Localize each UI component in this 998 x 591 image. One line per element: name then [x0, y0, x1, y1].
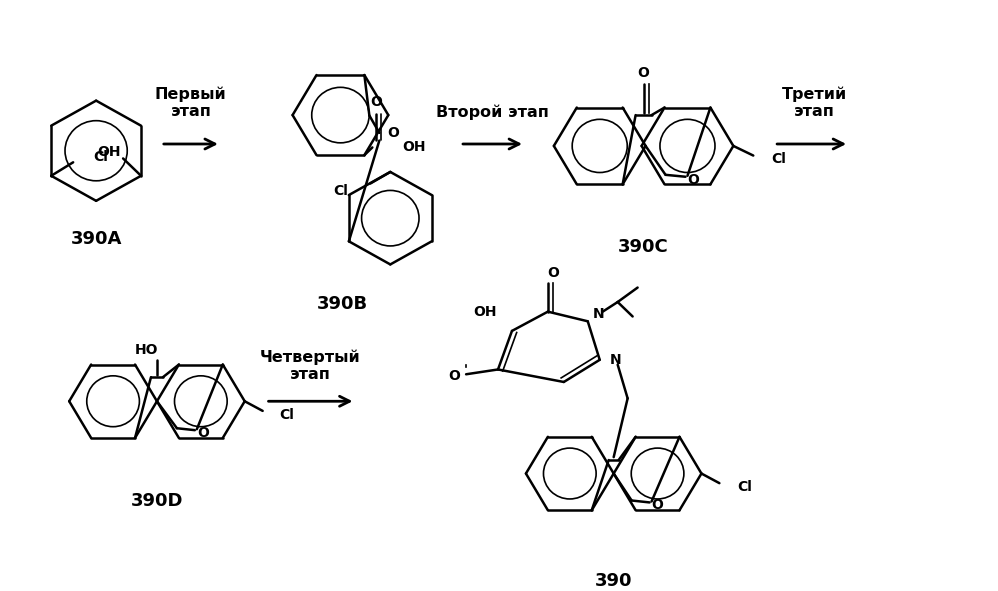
Text: O: O [448, 369, 460, 383]
Text: O: O [688, 173, 700, 187]
Text: Cl: Cl [738, 480, 752, 494]
Text: HO: HO [136, 343, 159, 357]
Text: N: N [593, 307, 605, 320]
Text: 390C: 390C [618, 238, 669, 256]
Text: OH: OH [402, 141, 426, 154]
Text: 390: 390 [595, 572, 633, 590]
Text: OH: OH [98, 145, 121, 159]
Text: Cl: Cl [93, 150, 108, 164]
Text: N: N [610, 353, 622, 367]
Text: O: O [387, 126, 399, 140]
Text: Cl: Cl [333, 184, 348, 198]
Text: O: O [652, 498, 664, 512]
Text: Третий
этап: Третий этап [781, 86, 846, 119]
Text: O: O [197, 426, 209, 440]
Text: O: O [547, 266, 559, 280]
Text: 390A: 390A [71, 230, 122, 248]
Text: Второй этап: Второй этап [435, 105, 549, 120]
Text: Четвертый
этап: Четвертый этап [260, 349, 361, 382]
Text: Cl: Cl [771, 152, 786, 167]
Text: OH: OH [473, 304, 497, 319]
Text: O: O [370, 95, 382, 109]
Text: Cl: Cl [279, 408, 294, 422]
Text: 390D: 390D [131, 492, 184, 510]
Text: Первый
этап: Первый этап [155, 86, 227, 119]
Text: 390B: 390B [317, 296, 368, 313]
Text: O: O [638, 66, 650, 80]
